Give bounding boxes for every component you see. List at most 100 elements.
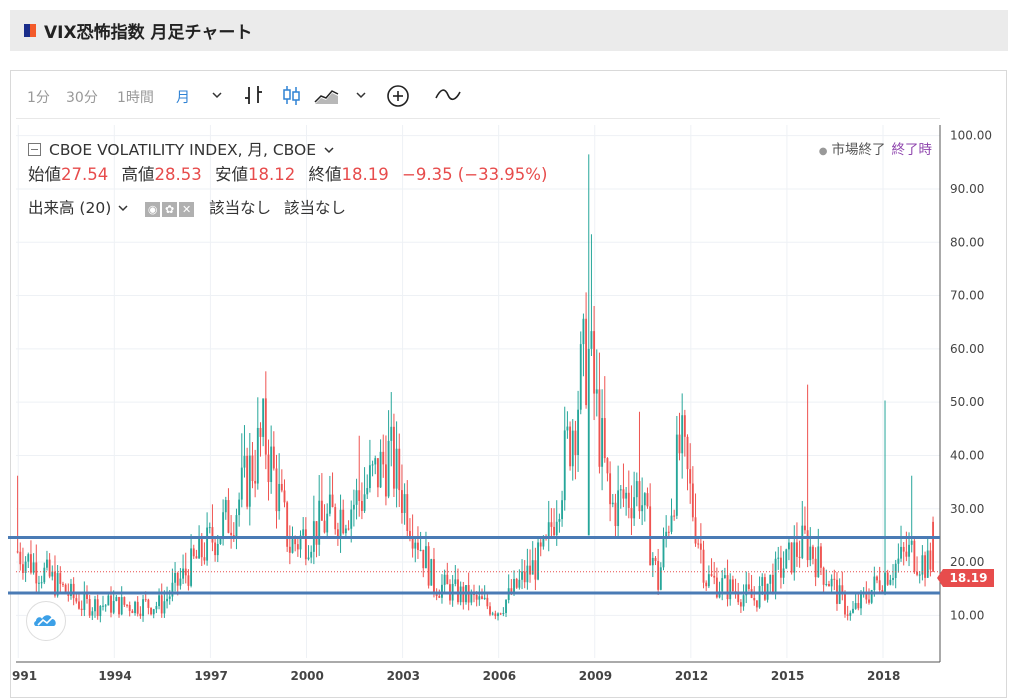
candle-body [694,517,697,544]
candle-body [889,579,892,585]
candle-body [601,418,604,467]
y-tick-label: 30.00 [950,502,984,516]
candle-body [86,593,88,600]
interval-1min[interactable]: 1分 [27,90,50,106]
candle-body [646,493,649,507]
candle-body [328,494,331,514]
chevron-down-icon[interactable] [118,203,128,213]
y-tick-label: 90.00 [950,182,984,196]
candle-body [785,549,788,569]
candle-body [702,549,705,583]
x-tick-label: 2009 [579,669,612,683]
y-tick-label: 60.00 [950,342,984,356]
candle-body [577,409,580,456]
candle-body [323,520,326,533]
candle-body [160,595,163,614]
candle-body [441,584,443,598]
candle-body [574,430,577,456]
chevron-down-icon[interactable] [210,84,224,104]
chevron-down-icon[interactable] [354,84,368,104]
cloud-logo-icon [34,615,56,626]
high-value: 28.53 [154,165,202,184]
candle-body [614,502,617,527]
candle-body [427,546,430,586]
candle-body [697,543,700,545]
tradingview-logo[interactable] [26,601,66,641]
settings-icon[interactable]: ✿ [162,201,178,217]
candle-body [852,608,854,613]
candle-body [739,602,742,607]
candle-body [686,436,689,470]
close-icon[interactable]: ✕ [179,201,195,217]
candle-body [368,465,371,489]
area-chart-icon[interactable] [313,84,341,106]
candle-body [622,489,625,499]
candle-body [788,542,790,550]
high-label: 高値 [121,165,155,184]
candle-body [782,568,785,578]
open-value: 27.54 [61,165,109,184]
candle-body [470,592,473,603]
candle-body [531,560,534,575]
candle-body [390,426,393,441]
candle-body [892,578,894,580]
candle-body [395,448,398,489]
candle-body [344,528,347,534]
candle-body [72,583,75,599]
chevron-down-icon[interactable] [324,145,334,155]
candle-body [731,579,734,592]
symbol-label[interactable]: CBOE VOLATILITY INDEX, 月, CBOE [49,141,317,159]
volume-label[interactable]: 出来高 (20) [28,199,112,217]
candle-body [376,458,379,488]
bar-chart-icon[interactable] [242,84,264,106]
candle-body [657,560,660,590]
candle-body [769,574,772,584]
candle-body [721,578,724,592]
candle-body [761,577,764,586]
page-title: VIX恐怖指数 月足チャート [44,23,253,43]
candle-body [881,590,884,593]
candle-body [307,557,310,560]
candlestick-icon[interactable] [280,84,302,106]
candle-body [203,557,206,561]
candle-body [585,318,588,406]
candle-body [56,573,59,596]
symbol-legend: CBOE VOLATILITY INDEX, 月, CBOE [28,138,334,160]
candle-body [713,575,716,578]
candle-body [868,599,870,603]
candle-body [617,490,620,527]
candle-body [16,551,19,553]
candle-body [360,500,363,511]
candle-body [758,585,761,608]
candle-body [264,398,267,455]
add-indicator-icon[interactable] [385,84,411,110]
candle-body [272,446,275,469]
visibility-icon[interactable]: ◉ [145,201,161,217]
candle-body [793,542,796,573]
candle-body [302,529,305,536]
candle-body [179,578,182,586]
candle-body [32,562,35,573]
market-status-text: 市場終了 [831,142,886,158]
volume-legend: 出来高 (20) ◉ ✿ ✕ 該当なし 該当なし [28,196,346,218]
indicator-wave-icon[interactable] [434,84,462,106]
candle-body [801,525,804,558]
candle-body [91,611,94,616]
candle-body [379,451,382,488]
candle-body [339,509,342,539]
candle-body [425,546,427,569]
interval-month[interactable]: 月 [176,90,190,106]
candle-body [275,468,278,512]
candle-body [120,597,123,615]
interval-1hour[interactable]: 1時間 [117,90,154,106]
candle-body [606,458,609,474]
collapse-icon[interactable] [28,143,41,156]
candle-body [598,389,601,467]
candle-body [430,559,433,586]
low-value: 18.12 [248,165,296,184]
candle-body [558,519,561,522]
candle-body [921,555,924,575]
candle-body [454,579,457,584]
interval-30min[interactable]: 30分 [66,90,98,106]
